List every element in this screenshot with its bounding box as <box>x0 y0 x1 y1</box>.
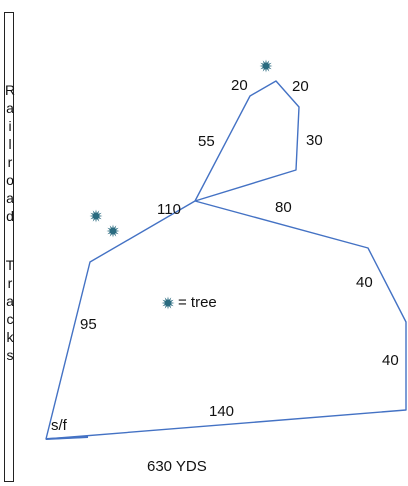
track-letter: l <box>8 136 12 152</box>
track-letter: k <box>6 329 14 345</box>
segment-label-20-left: 20 <box>231 77 248 94</box>
tree-icon <box>89 209 103 223</box>
track-letter: o <box>6 172 14 188</box>
segment-label-80: 80 <box>275 199 292 216</box>
track-letter: a <box>6 293 14 309</box>
segment-label-40-upper: 40 <box>356 274 373 291</box>
track-letter: r <box>7 154 13 170</box>
railroad-tracks-bar: R a i l r o a d T r a c k s <box>4 12 16 482</box>
tree-icon <box>161 296 175 310</box>
segment-label-30: 30 <box>306 132 323 149</box>
track-letter: s <box>6 347 14 363</box>
segment-label-95: 95 <box>80 316 97 333</box>
course-segment <box>45 80 407 440</box>
start-finish-marker <box>45 436 89 440</box>
tree-icon <box>106 224 120 238</box>
track-letter: T <box>5 257 15 273</box>
track-letter: r <box>7 275 13 291</box>
segment-label-55: 55 <box>198 133 215 150</box>
track-letter: a <box>6 190 14 206</box>
track-letter: R <box>5 82 16 98</box>
total-distance-label: 630 YDS <box>147 458 207 475</box>
segment-label-40-lower: 40 <box>382 352 399 369</box>
course-route <box>45 80 407 440</box>
track-letter: a <box>6 100 14 116</box>
tree-markers <box>89 59 273 310</box>
segment-label-20-right: 20 <box>292 78 309 95</box>
track-letter: d <box>6 208 14 224</box>
track-letter: i <box>8 118 12 134</box>
tree-icon <box>259 59 273 73</box>
legend-label: = tree <box>178 294 217 311</box>
start-finish-label: s/f <box>51 417 67 434</box>
segment-label-140: 140 <box>209 403 235 420</box>
segment-label-110: 110 <box>157 201 181 218</box>
track-letter: c <box>6 311 14 327</box>
